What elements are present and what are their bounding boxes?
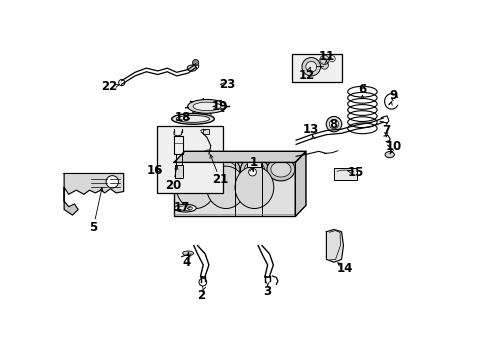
Ellipse shape — [193, 102, 221, 111]
Text: 22: 22 — [102, 81, 118, 94]
Bar — [203, 129, 209, 134]
Text: 4: 4 — [182, 256, 190, 269]
Ellipse shape — [244, 162, 264, 177]
Text: 21: 21 — [212, 174, 228, 186]
Text: 13: 13 — [303, 123, 319, 136]
Circle shape — [320, 62, 328, 69]
Text: 18: 18 — [175, 111, 191, 124]
Ellipse shape — [182, 158, 209, 181]
Circle shape — [248, 168, 256, 176]
Ellipse shape — [176, 116, 209, 122]
Bar — [246, 153, 261, 167]
Ellipse shape — [183, 251, 193, 256]
Ellipse shape — [174, 204, 196, 212]
Text: 9: 9 — [389, 89, 397, 102]
Ellipse shape — [384, 152, 393, 158]
Ellipse shape — [187, 99, 226, 113]
Bar — [174, 162, 295, 216]
Text: 6: 6 — [358, 83, 366, 96]
Bar — [333, 168, 356, 180]
Polygon shape — [295, 151, 305, 216]
Circle shape — [325, 116, 341, 132]
Bar — [156, 126, 223, 193]
Circle shape — [106, 176, 118, 188]
Ellipse shape — [235, 166, 273, 208]
Text: 3: 3 — [263, 285, 271, 298]
Circle shape — [119, 80, 124, 86]
Text: 2: 2 — [197, 289, 205, 302]
Text: 14: 14 — [337, 262, 353, 275]
Ellipse shape — [176, 166, 215, 208]
Polygon shape — [174, 151, 305, 162]
Circle shape — [328, 120, 338, 129]
Text: 23: 23 — [219, 78, 235, 91]
Polygon shape — [64, 187, 78, 215]
Circle shape — [192, 63, 198, 69]
Text: 1: 1 — [249, 156, 257, 169]
Ellipse shape — [240, 158, 268, 181]
Circle shape — [319, 55, 328, 64]
Ellipse shape — [187, 65, 196, 71]
Polygon shape — [64, 174, 123, 194]
Bar — [292, 54, 341, 82]
Text: 15: 15 — [347, 166, 364, 179]
Circle shape — [202, 150, 214, 162]
Ellipse shape — [206, 166, 245, 208]
Ellipse shape — [185, 162, 205, 177]
Text: 20: 20 — [164, 179, 181, 192]
Circle shape — [328, 56, 334, 62]
Text: 12: 12 — [298, 69, 314, 82]
Text: 11: 11 — [318, 50, 334, 63]
Text: 7: 7 — [382, 124, 389, 137]
Polygon shape — [326, 229, 343, 262]
Text: 10: 10 — [385, 140, 401, 153]
Ellipse shape — [270, 162, 290, 177]
Bar — [175, 165, 183, 177]
Ellipse shape — [266, 158, 294, 181]
Ellipse shape — [171, 113, 214, 124]
Ellipse shape — [212, 158, 240, 181]
Ellipse shape — [216, 162, 236, 177]
Circle shape — [301, 58, 320, 76]
Text: 8: 8 — [328, 118, 337, 131]
Text: 16: 16 — [146, 164, 163, 177]
Circle shape — [305, 61, 316, 72]
Text: 19: 19 — [211, 100, 227, 113]
Circle shape — [192, 59, 198, 66]
Text: 5: 5 — [89, 221, 97, 234]
Circle shape — [199, 278, 206, 286]
Ellipse shape — [178, 206, 192, 211]
Text: 17: 17 — [173, 201, 189, 214]
